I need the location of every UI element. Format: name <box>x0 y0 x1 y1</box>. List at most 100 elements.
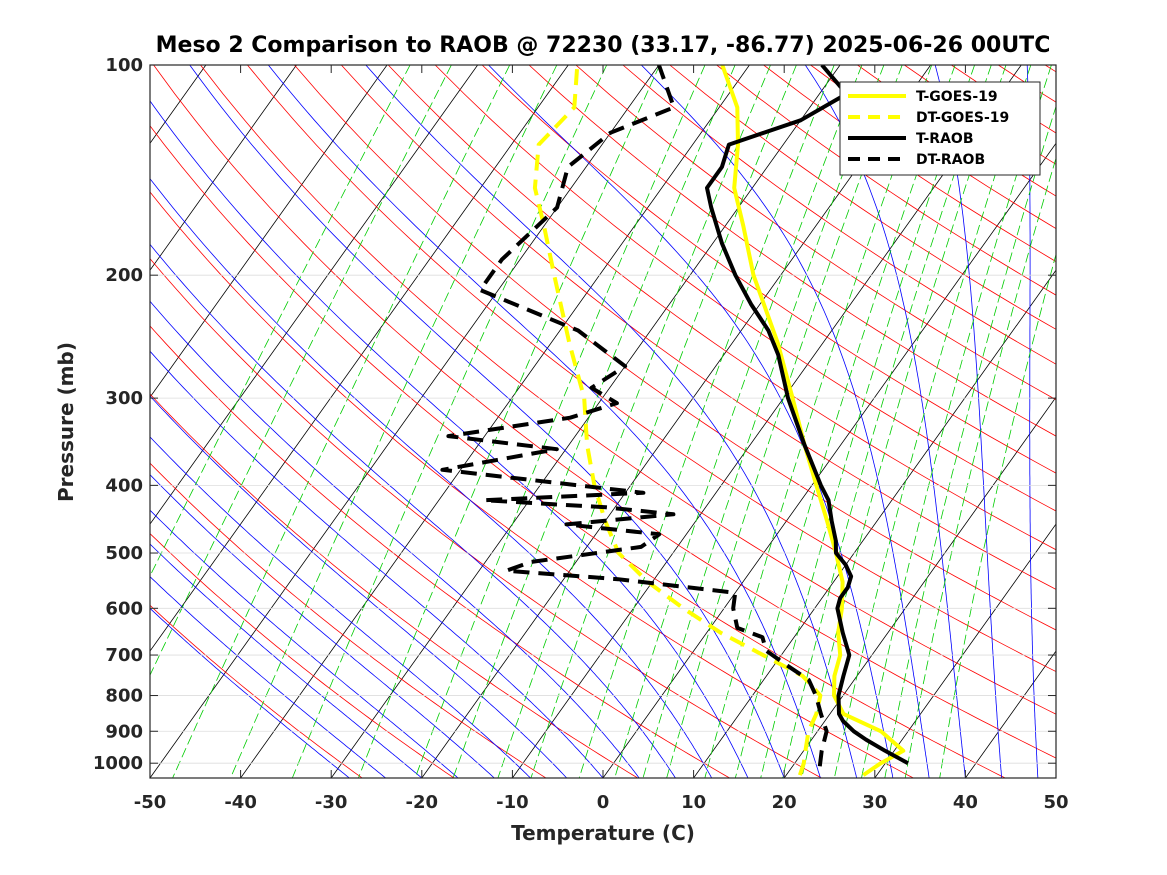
mixing-ratio-line <box>884 105 1056 778</box>
isotherm-line <box>602 142 1056 778</box>
dry-adiabat-line <box>150 125 1006 778</box>
y-tick-label: 700 <box>105 645 143 666</box>
moist-adiabat-line <box>150 300 640 778</box>
mixing-ratio-line <box>834 65 1032 778</box>
moist-adiabat-line <box>150 474 495 778</box>
isotherm-line <box>421 65 931 778</box>
x-tick-label: -10 <box>496 792 529 813</box>
x-tick-label: 50 <box>1043 792 1068 813</box>
mixing-ratio-line <box>497 65 771 778</box>
x-tick-label: -40 <box>224 792 257 813</box>
mixing-ratio-line <box>801 65 1007 778</box>
moist-adiabat-line <box>934 65 1002 778</box>
legend-label-t-raob: T-RAOB <box>916 131 974 147</box>
moist-adiabat-line <box>267 65 821 778</box>
x-axis-label: Temperature (C) <box>511 821 695 845</box>
y-tick-label: 900 <box>105 721 143 742</box>
y-tick-label: 400 <box>105 475 143 496</box>
x-tick-label: 10 <box>681 792 706 813</box>
moist-adiabat-line <box>365 65 858 778</box>
dry-adiabat-line <box>387 65 1056 551</box>
moist-adiabat-line <box>150 543 423 778</box>
y-tick-label: 500 <box>105 543 143 564</box>
mixing-ratio-line <box>782 65 992 778</box>
y-axis-ticks: 100 200 300 400 500 600 700 800 900 1000 <box>93 55 1056 774</box>
mixing-ratio-line <box>939 252 1056 778</box>
mixing-ratio-line <box>578 65 835 778</box>
isotherm-line <box>240 65 750 778</box>
isotherm-line <box>965 650 1056 778</box>
dry-adiabat-line <box>150 258 822 778</box>
x-tick-label: 0 <box>597 792 610 813</box>
background-lines <box>150 65 1056 778</box>
moist-adiabat-line <box>189 65 785 778</box>
moist-adiabat-line <box>641 65 930 778</box>
y-tick-label: 200 <box>105 265 143 286</box>
x-tick-label: -50 <box>134 792 167 813</box>
y-axis-label: Pressure (mb) <box>54 342 78 502</box>
dry-adiabat-line <box>341 65 1056 590</box>
moist-adiabat-line <box>150 243 676 778</box>
dry-adiabat-line <box>153 65 1056 759</box>
mixing-ratio-line <box>666 65 903 778</box>
dry-adiabat-line <box>528 65 1056 437</box>
dry-adiabat-line <box>200 65 1056 715</box>
moist-adiabat-line <box>150 350 604 778</box>
legend: T-GOES-19 DT-GOES-19 T-RAOB DT-RAOB <box>839 81 1041 176</box>
dry-adiabat-line <box>150 191 914 778</box>
mixing-ratio-line <box>291 65 608 778</box>
legend-label-dt-goes-19: DT-GOES-19 <box>916 110 1009 126</box>
mixing-ratio-line <box>230 65 558 778</box>
mixing-ratio-line <box>642 65 885 778</box>
dry-adiabat-line <box>622 65 1056 365</box>
y-tick-label: 1000 <box>93 753 143 774</box>
x-tick-label: -30 <box>315 792 348 813</box>
moist-adiabat-line <box>150 395 568 778</box>
series-line-dt-goes-19 <box>532 65 823 776</box>
x-tick-label: -20 <box>406 792 439 813</box>
dry-adiabat-line <box>150 533 455 778</box>
legend-label-dt-raob: DT-RAOB <box>916 152 985 168</box>
mixing-ratio-line <box>452 65 736 778</box>
mixing-ratio-line <box>760 65 975 778</box>
dry-adiabat-line <box>434 65 1056 512</box>
isotherm-line <box>150 65 388 398</box>
dry-adiabat-line <box>150 393 638 778</box>
x-tick-label: 30 <box>862 792 887 813</box>
dry-adiabat-line <box>481 65 1056 474</box>
y-tick-label: 300 <box>105 388 143 409</box>
mixing-ratio-line <box>904 156 1056 778</box>
dry-adiabat-line <box>247 65 1056 672</box>
dry-adiabat-line <box>150 325 730 778</box>
mixing-ratio-line <box>150 65 452 677</box>
mixing-ratio-line <box>530 65 797 778</box>
isotherm-line <box>150 65 297 271</box>
mixing-ratio-line <box>172 65 511 778</box>
dry-adiabat-line <box>575 65 1056 401</box>
series-layer <box>440 65 909 777</box>
mixing-ratio-line <box>614 65 863 778</box>
isotherm-line <box>150 65 569 652</box>
y-tick-label: 600 <box>105 598 143 619</box>
series-line-t-raob <box>705 65 909 765</box>
moist-adiabat-line <box>150 576 386 778</box>
moist-adiabat-line <box>488 65 894 778</box>
chart-title: Meso 2 Comparison to RAOB @ 72230 (33.17… <box>156 33 1051 58</box>
isotherm-line <box>150 65 478 525</box>
y-tick-label: 100 <box>105 55 143 76</box>
legend-label-t-goes-19: T-GOES-19 <box>916 89 998 105</box>
series-line-dt-raob <box>440 65 829 767</box>
isotherm-line <box>783 396 1056 778</box>
mixing-ratio-line <box>150 65 411 577</box>
x-axis-ticks: -50 -40 -30 -20 -10 0 10 20 30 40 50 <box>134 65 1069 813</box>
isotherm-line <box>150 65 660 778</box>
y-tick-label: 800 <box>105 686 143 707</box>
dry-adiabat-line <box>150 604 363 778</box>
mixing-ratio-line <box>734 65 956 778</box>
isotherm-line <box>330 65 841 778</box>
x-tick-label: 20 <box>772 792 797 813</box>
x-tick-label: 40 <box>953 792 978 813</box>
mixing-ratio-line <box>414 65 706 778</box>
moist-adiabat-line <box>150 436 531 778</box>
